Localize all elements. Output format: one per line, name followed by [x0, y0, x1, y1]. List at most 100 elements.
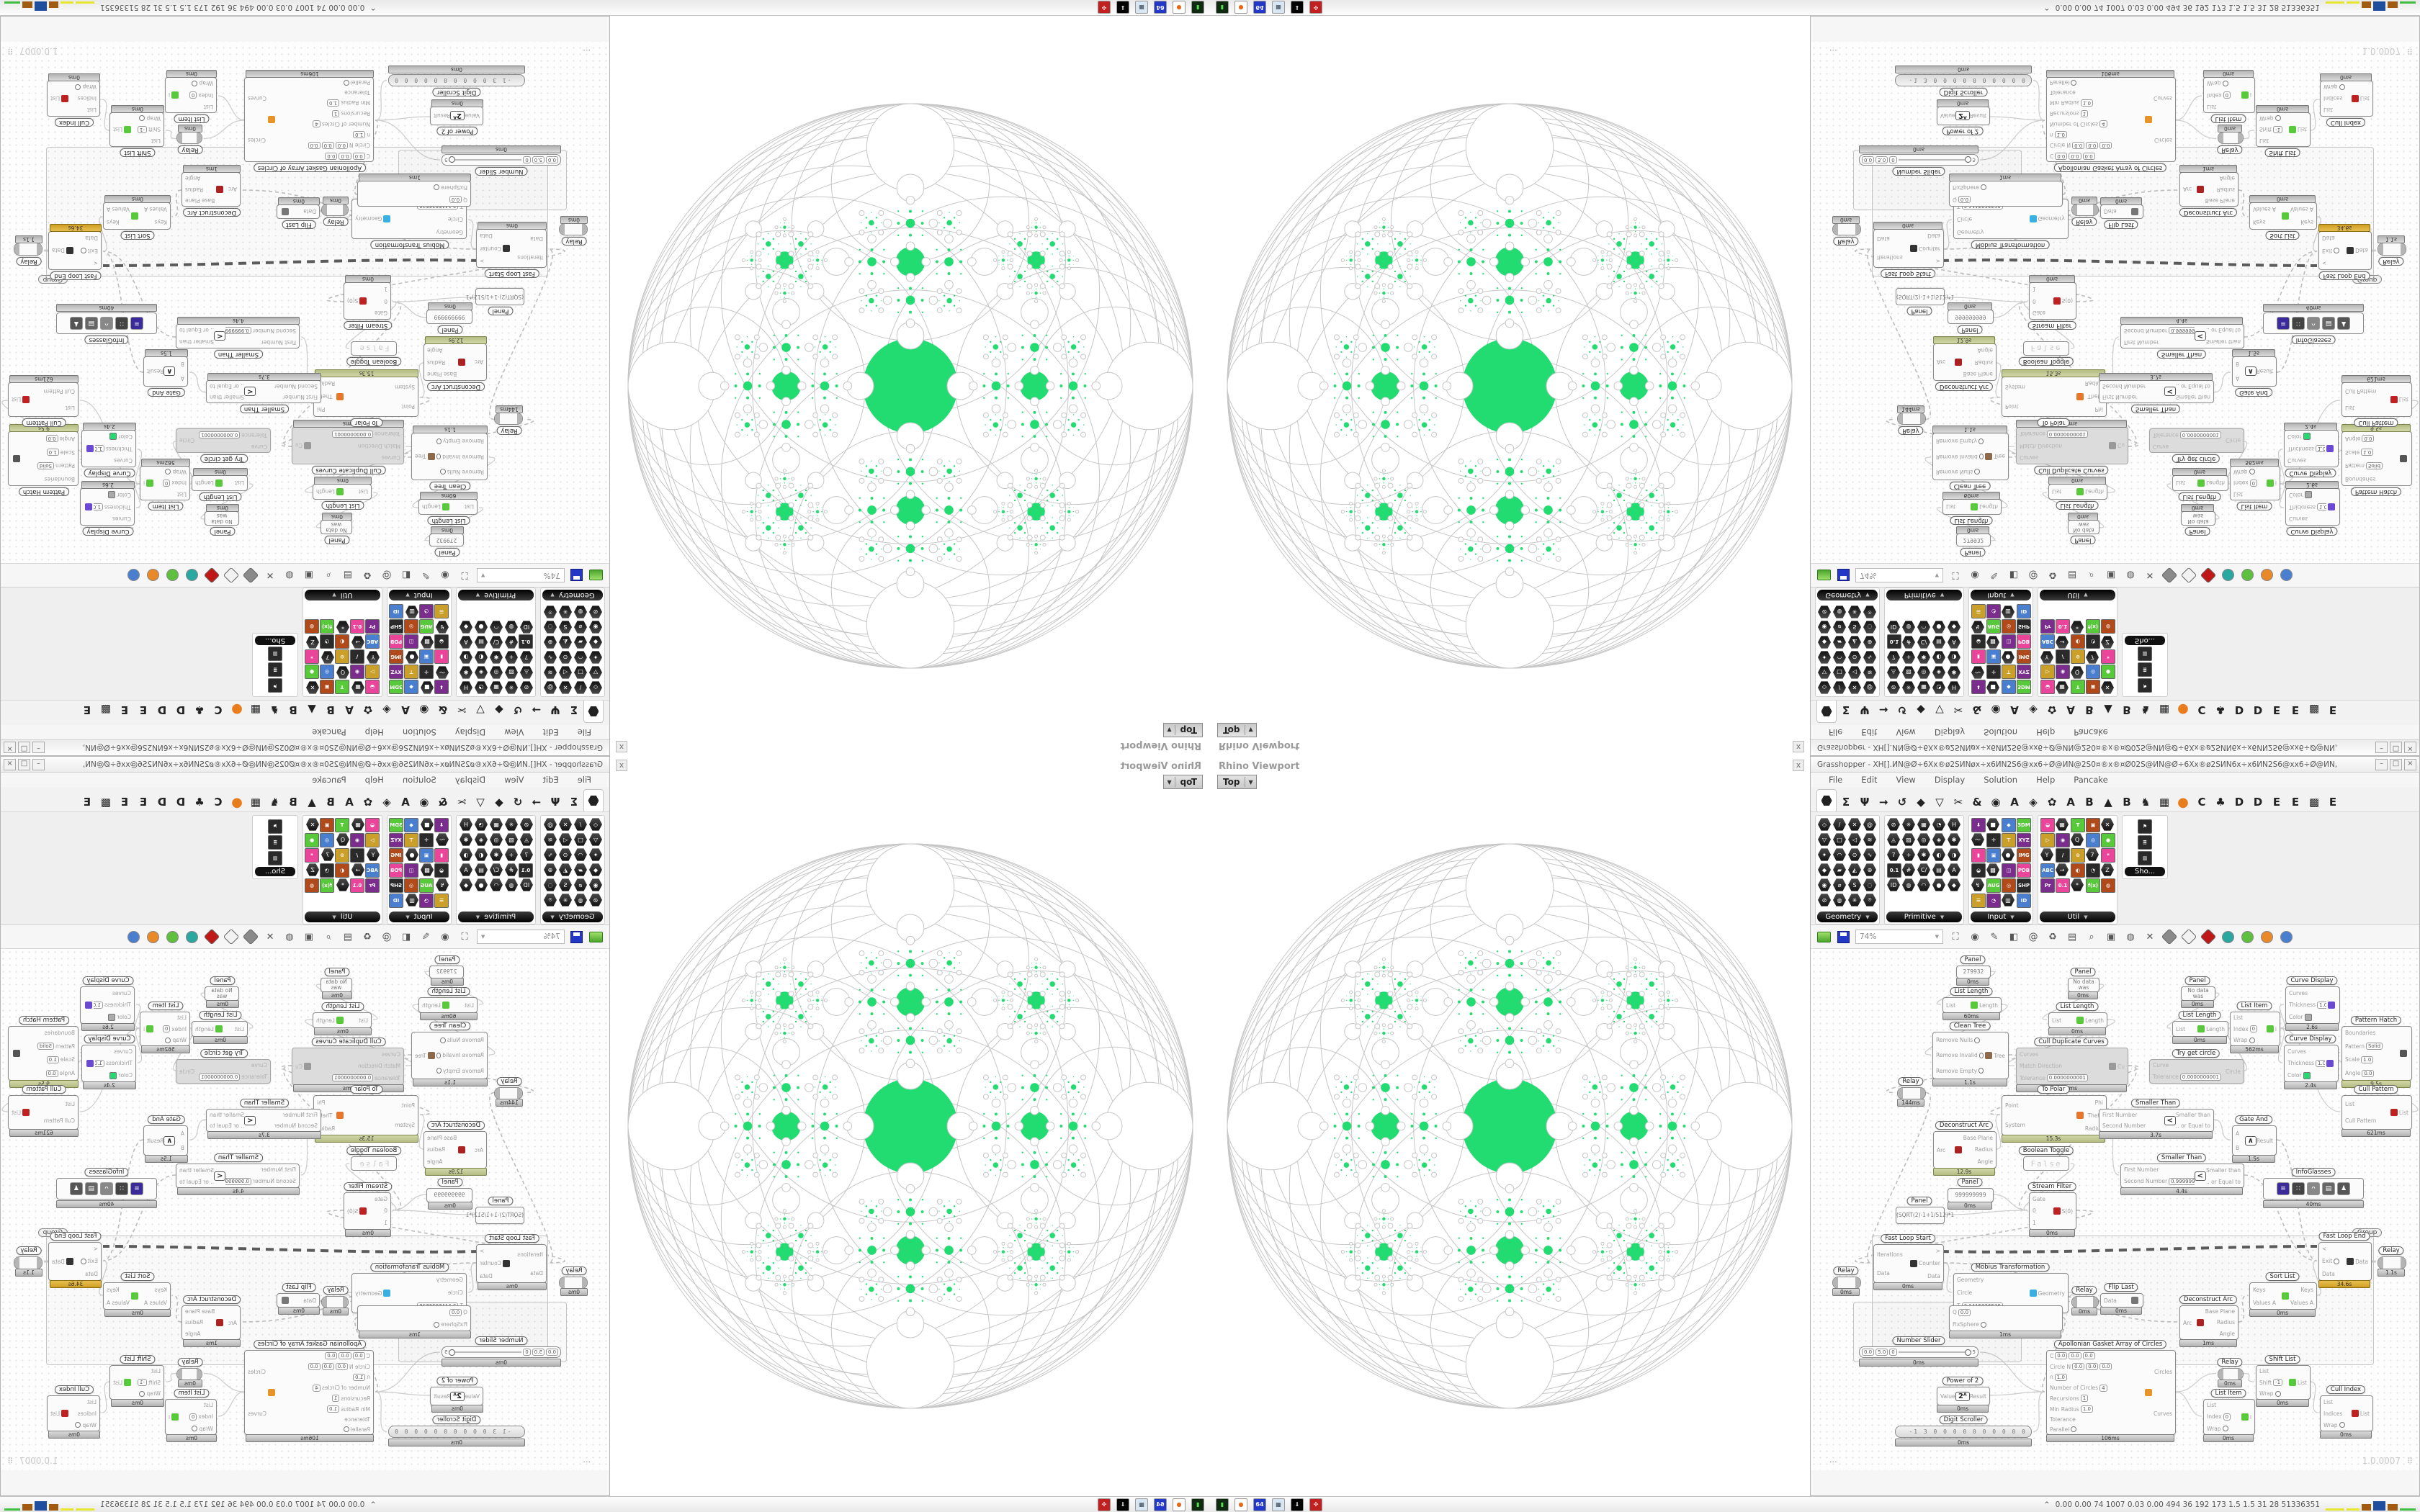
component-icon[interactable]: ▮ — [1971, 649, 1986, 664]
plugin-icon[interactable]: ∷ — [2292, 317, 2305, 330]
input-port[interactable]: Pattern Solid — [22, 1043, 75, 1050]
gem-red-button[interactable] — [2200, 928, 2217, 945]
color-swatch[interactable] — [2304, 1013, 2312, 1021]
node-cull-index[interactable]: Cull Index List Indices Wrap List 0ms — [47, 1385, 100, 1439]
component-icon[interactable]: 〜 — [1971, 833, 1984, 846]
output-port[interactable]: List — [113, 1379, 123, 1386]
component-icon[interactable]: ✛ — [1986, 833, 2001, 847]
component-icon[interactable]: Pr — [365, 619, 380, 634]
component-icon[interactable]: ⊙ — [335, 848, 349, 863]
component-icon[interactable]: ◈ — [475, 666, 488, 679]
output-port[interactable]: Values A — [107, 1299, 130, 1306]
component-icon[interactable]: ✱ — [460, 666, 472, 679]
node-fixsphere[interactable]: Q 0.0 FixSphere 1ms — [1949, 1305, 2063, 1338]
component-icon[interactable]: ▩ — [421, 863, 434, 876]
component-icon[interactable]: C/ — [490, 863, 503, 876]
search-s-button[interactable]: ⌕ — [2089, 570, 2094, 581]
input-port[interactable]: Second Number — [2102, 383, 2164, 390]
component-icon[interactable]: ID — [1887, 621, 1900, 634]
ribbon-tab-13[interactable]: A — [345, 703, 354, 716]
component-icon[interactable]: XYZ — [2017, 665, 2031, 679]
ribbon-tab-8[interactable]: & — [1972, 703, 1982, 716]
node-list-length[interactable]: List Length List Length 0ms — [2172, 1011, 2228, 1044]
collapse-chevron-icon[interactable]: ^ — [370, 1500, 376, 1508]
component-icon[interactable]: ⌾ — [1863, 894, 1876, 906]
input-port[interactable]: Shift -1 — [133, 126, 161, 133]
input-port[interactable]: Angle 0.0 — [22, 435, 75, 443]
value-chip[interactable]: 0.0 — [2069, 152, 2081, 160]
component-body[interactable]: Data — [277, 1293, 320, 1308]
component-icon[interactable]: ☰ — [1971, 894, 1986, 908]
component-icon[interactable]: ◔ — [320, 863, 334, 878]
input-port[interactable]: Number of Circles 4 — [277, 1384, 370, 1392]
value-chip[interactable]: 1.0 — [95, 1059, 104, 1067]
input-port[interactable]: Data — [290, 209, 316, 215]
output-port[interactable]: Geometry — [2038, 215, 2065, 222]
ribbon-tab-25[interactable]: E — [120, 703, 129, 716]
component-icon[interactable]: ◔ — [1932, 681, 1945, 694]
value-chip[interactable]: 1.0 — [95, 445, 104, 453]
panel-body[interactable]: (SQRT(2)-1+1/512)*1 — [1896, 1207, 1954, 1224]
plugin-icon[interactable]: ≡ — [2277, 317, 2290, 330]
node-fast-loop-end[interactable]: Fast Loop End < Exit Data Data 34.6s — [2318, 224, 2372, 280]
component-icon[interactable]: # — [505, 863, 518, 876]
input-port[interactable]: List — [224, 1026, 244, 1032]
component-icon[interactable]: Q — [336, 833, 349, 846]
menu-item-pancake[interactable]: Pancake — [2074, 775, 2108, 785]
component-icon[interactable]: ≣ — [2138, 835, 2152, 850]
component-icon[interactable]: C/ — [1917, 863, 1930, 876]
component-icon[interactable]: IMG — [389, 649, 403, 664]
node-digit-scroller[interactable]: Digit Scroller -1 3 0 0 0 0 0 0 0 0 0 0 0m… — [388, 1416, 525, 1446]
input-port[interactable]: 1 — [368, 1220, 387, 1226]
node-infoglasses[interactable]: InfoGlasses ≡ ∷ ᴖ ▤ ♟ 40ms — [56, 304, 157, 344]
component-icon[interactable]: * — [305, 649, 319, 664]
chevron-down-icon[interactable]: ▼ — [550, 592, 555, 598]
component-icon[interactable]: f(x) — [320, 878, 334, 893]
relay-body[interactable] — [494, 413, 523, 425]
component-icon[interactable]: ▣ — [1986, 848, 2001, 863]
ribbon-tab-5[interactable]: ◆ — [1917, 796, 1925, 809]
component-icon[interactable]: AUG — [1986, 619, 2001, 634]
node-fast-loop-start[interactable]: Fast Loop Start Iterations Data > Counter Dat… — [476, 222, 547, 278]
input-port[interactable]: List — [155, 491, 187, 498]
component-icon[interactable]: ◌ — [544, 878, 557, 891]
input-port[interactable]: Recursions 1 — [277, 109, 370, 117]
node-panel[interactable]: Panel 999999999 0ms — [1948, 302, 1994, 334]
ribbon-tab-20[interactable]: C — [214, 796, 223, 809]
component-icon[interactable]: T — [2071, 680, 2085, 694]
input-port[interactable]: Boundaries — [22, 476, 75, 482]
component-icon[interactable]: ▽ — [1818, 833, 1831, 846]
input-port[interactable]: Curves — [2289, 516, 2326, 523]
component-icon[interactable]: ↯ — [436, 621, 449, 634]
calculator-icon[interactable]: ▦ — [1272, 1498, 1285, 1511]
component-icon[interactable]: ◇ — [1818, 681, 1831, 694]
node-fast-loop-start[interactable]: Fast Loop Start Iterations Data > Counter Dat… — [1873, 1234, 1944, 1290]
input-port[interactable]: Circle N 0.0 0.0 0.0 — [277, 141, 370, 149]
ribbon-tab-5[interactable]: ◆ — [1917, 703, 1925, 716]
input-port[interactable]: Scale 1.0 — [22, 449, 75, 456]
component-body[interactable]: < Exit Data Data — [2318, 231, 2372, 270]
component-icon[interactable]: ▤ — [475, 636, 488, 649]
help-box-button[interactable]: ▣ — [2106, 570, 2116, 581]
component-icon[interactable]: ● — [2002, 848, 2015, 861]
component-body[interactable]: Remove Nulls Remove Invalid Remove Empty Tr… — [411, 1032, 488, 1079]
input-port[interactable]: A — [2236, 376, 2245, 382]
input-port[interactable]: System — [2005, 1122, 2075, 1128]
component-icon[interactable]: ≣ — [268, 835, 282, 850]
component-icon[interactable]: @ — [544, 681, 557, 694]
relay-body[interactable] — [1832, 223, 1861, 235]
ribbon-tab-1[interactable]: Σ — [1842, 703, 1850, 716]
input-port[interactable]: Value — [465, 1393, 480, 1400]
component-body[interactable]: Value 2ᴬ Result — [430, 1387, 483, 1405]
save-file-button[interactable] — [570, 930, 584, 944]
component-icon[interactable]: ◉ — [2056, 665, 2070, 679]
badge-icon[interactable]: ✣ — [1309, 1, 1322, 14]
component-icon[interactable]: XYZ — [389, 665, 403, 679]
output-port[interactable]: Angle — [427, 1158, 443, 1166]
node-apollonian-gasket-array-of-circles[interactable]: Apollonian Gasket Array of Circles C 0.0 0.… — [244, 1340, 374, 1442]
output-port[interactable]: List — [50, 95, 60, 102]
component-icon[interactable]: XYZ — [2017, 833, 2031, 847]
value-chip[interactable]: 0.0 — [45, 1069, 58, 1077]
